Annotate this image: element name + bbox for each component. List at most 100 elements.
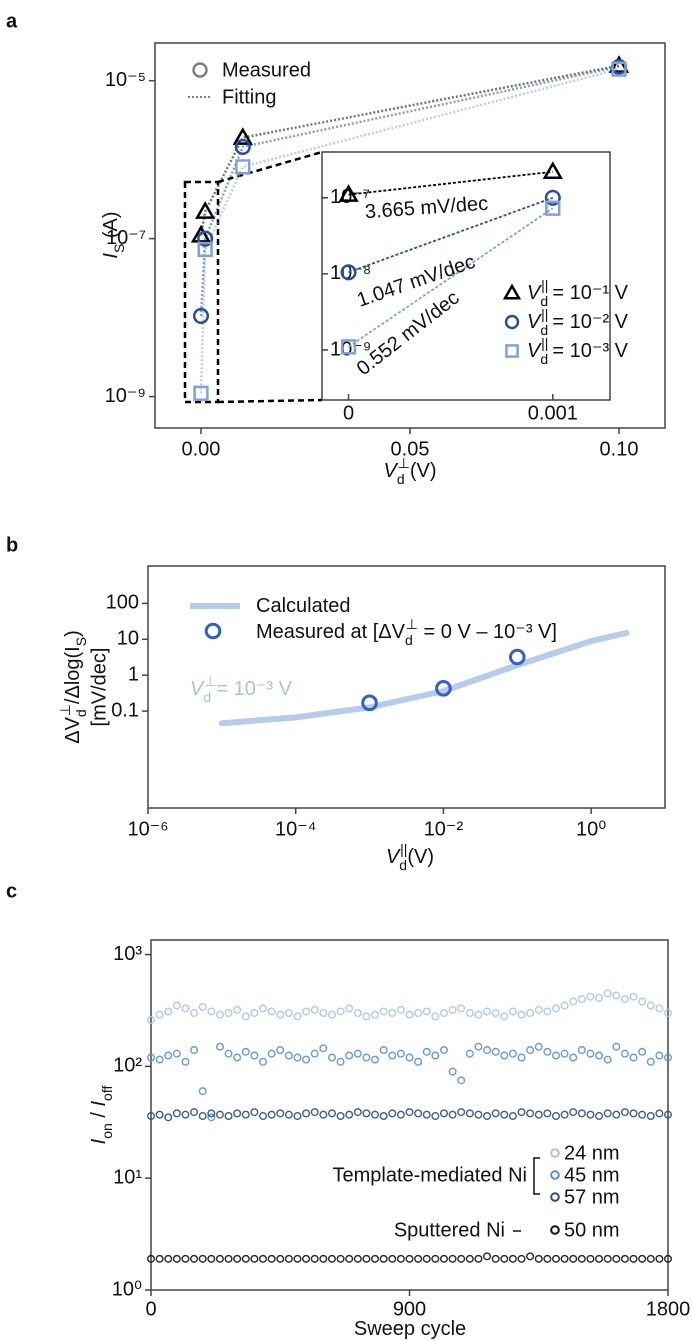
y-tick-label: 10⁰ (112, 1278, 142, 1300)
legend-label: 57 nm (564, 1186, 620, 1208)
data-point (474, 1254, 483, 1263)
marker-triangle (542, 161, 563, 180)
data-point (319, 1110, 328, 1119)
data-point (483, 1111, 492, 1120)
y-tick-label: 0.1 (111, 699, 139, 721)
x-axis-label: Sweep cycle (354, 1318, 466, 1340)
data-point (336, 1111, 345, 1120)
label-part: off (99, 1086, 115, 1101)
legend-label: Fitting (222, 86, 276, 108)
data-point (483, 1046, 492, 1055)
data-point (302, 1254, 311, 1263)
data-point (612, 991, 621, 1000)
data-point (517, 1254, 526, 1263)
data-point (638, 997, 647, 1006)
zoom-box (183, 180, 220, 404)
data-point (586, 1254, 595, 1263)
data-point (646, 1057, 655, 1066)
data-point (629, 1109, 638, 1118)
x-tick-label: 0.00 (182, 438, 221, 460)
marker-circle (192, 307, 210, 324)
label-part: ) (62, 630, 84, 637)
data-point (310, 1049, 319, 1058)
data-point (250, 1009, 259, 1018)
data-point (259, 1004, 268, 1013)
data-point (284, 1254, 293, 1263)
legend-marker (550, 1148, 560, 1158)
data-point (457, 1004, 466, 1013)
label-part: = 0 V – 10⁻³ V] (418, 621, 557, 643)
data-point (646, 1001, 655, 1010)
data-point (190, 1108, 199, 1117)
data-point (190, 1046, 199, 1055)
y-tick-label: 10⁻⁸ (330, 262, 371, 284)
inset-trend-line (348, 196, 554, 274)
data-point (198, 1087, 207, 1096)
data-point (233, 1254, 242, 1263)
data-point (250, 1108, 259, 1117)
data-point (146, 1053, 155, 1062)
data-point (508, 1111, 517, 1120)
label-part: I (88, 1138, 110, 1144)
data-point (517, 1010, 526, 1019)
data-point (362, 1109, 371, 1118)
y-tick-label: 1 (128, 663, 139, 685)
data-point (664, 1053, 673, 1062)
data-point (603, 1109, 612, 1118)
data-point (267, 1110, 276, 1119)
data-point (620, 1254, 629, 1263)
x-tick-label: 900 (393, 1298, 426, 1320)
label-part: S (111, 244, 127, 253)
data-point (327, 1109, 336, 1118)
data-point (551, 1111, 560, 1120)
data-point (508, 1254, 517, 1263)
data-point (560, 1049, 569, 1058)
data-point (465, 1254, 474, 1263)
data-point (431, 1254, 440, 1263)
data-point (379, 1111, 388, 1120)
data-point (405, 1108, 414, 1117)
label-part: Sweep cycle (354, 1318, 466, 1340)
data-point (164, 1113, 173, 1122)
fitting-line (199, 64, 620, 236)
data-point (491, 1009, 500, 1018)
marker-circle (204, 622, 222, 640)
data-point (422, 1007, 431, 1016)
data-point (302, 1007, 311, 1016)
data-point (302, 1055, 311, 1064)
data-point (267, 1049, 276, 1058)
legend-name: = 10⁻¹ V (552, 282, 628, 304)
data-point (491, 1109, 500, 1118)
data-point (224, 1049, 233, 1058)
x-tick-label: 10⁻² (424, 818, 464, 840)
marker-triangle (232, 127, 253, 145)
label-part: V (527, 282, 542, 304)
data-point (638, 1047, 647, 1056)
data-point (215, 1042, 224, 1051)
data-point (655, 1051, 664, 1060)
data-point (388, 1109, 397, 1118)
data-point (414, 1009, 423, 1018)
data-point (155, 1010, 164, 1019)
data-point (595, 1051, 604, 1060)
data-point (396, 1110, 405, 1119)
data-point (146, 1111, 155, 1120)
data-point (439, 1046, 448, 1055)
data-point (655, 1004, 664, 1013)
data-point (388, 1254, 397, 1263)
data-point (439, 1254, 448, 1263)
data-point (233, 1109, 242, 1118)
marker-triangle (190, 224, 212, 243)
data-point (319, 1009, 328, 1018)
data-point (500, 1051, 509, 1060)
x-tick-label: 0.10 (600, 438, 639, 460)
data-point (241, 1012, 250, 1021)
data-point (198, 1002, 207, 1011)
data-point (586, 1110, 595, 1119)
x-tick-label: 0 (145, 1298, 156, 1320)
data-point (474, 1042, 483, 1051)
data-point (250, 1254, 259, 1263)
data-point (362, 1254, 371, 1263)
data-point (405, 1053, 414, 1062)
data-point (172, 1254, 181, 1263)
